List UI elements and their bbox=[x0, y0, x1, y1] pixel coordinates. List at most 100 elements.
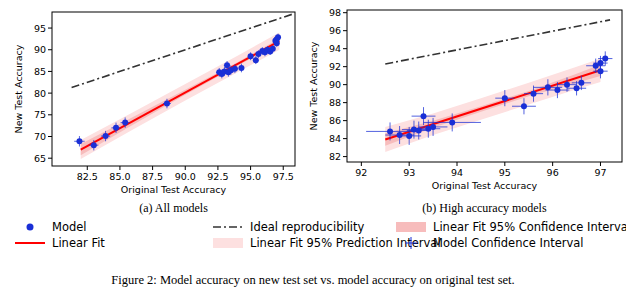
y-tick-label: 90 bbox=[34, 44, 46, 55]
legend-line bbox=[213, 226, 243, 228]
x-tick bbox=[217, 166, 218, 170]
y-axis-label: New Test Accuracy bbox=[13, 44, 24, 133]
point bbox=[238, 65, 244, 71]
x-tick bbox=[87, 166, 88, 170]
point bbox=[248, 53, 254, 59]
point bbox=[602, 56, 608, 62]
point bbox=[397, 132, 403, 138]
point bbox=[597, 68, 603, 74]
x-tick-label: 90.0 bbox=[175, 171, 196, 182]
legend-patch bbox=[396, 222, 426, 232]
x-tick bbox=[185, 166, 186, 170]
legend-label: Linear Fit 95% Confidence Interval bbox=[433, 220, 626, 234]
plot-area bbox=[72, 14, 293, 159]
point bbox=[232, 66, 238, 72]
x-tick bbox=[409, 162, 410, 166]
point bbox=[253, 57, 259, 63]
y-axis-label: New Test Accuracy bbox=[308, 41, 319, 130]
legend-marker bbox=[27, 224, 34, 231]
y-tick-label: 65 bbox=[34, 153, 46, 164]
y-tick-label: 75 bbox=[34, 109, 46, 120]
point bbox=[449, 119, 455, 125]
interval-band bbox=[385, 64, 600, 145]
point bbox=[224, 62, 230, 68]
y-tick bbox=[48, 71, 52, 72]
y-tick-label: 88 bbox=[329, 97, 341, 108]
point bbox=[545, 84, 551, 90]
y-tick bbox=[343, 156, 347, 157]
y-tick-label: 84 bbox=[329, 133, 341, 144]
point bbox=[122, 120, 128, 126]
point bbox=[91, 142, 97, 148]
legend-plus bbox=[411, 237, 412, 249]
point bbox=[421, 113, 427, 119]
y-tick bbox=[48, 136, 52, 137]
point bbox=[164, 101, 170, 107]
y-tick-label: 96 bbox=[329, 25, 341, 36]
y-tick bbox=[48, 93, 52, 94]
legend-label: Linear Fit bbox=[52, 236, 105, 250]
x-tick-label: 95 bbox=[499, 167, 511, 178]
y-tick-label: 70 bbox=[34, 131, 46, 142]
x-tick-label: 87.5 bbox=[142, 171, 163, 182]
y-tick bbox=[343, 48, 347, 49]
legend-patch bbox=[213, 238, 243, 248]
line bbox=[81, 41, 280, 149]
y-tick bbox=[48, 28, 52, 29]
figure: 82.585.087.590.092.595.097.5657075808590… bbox=[0, 0, 626, 295]
x-tick bbox=[361, 162, 362, 166]
interval-band bbox=[385, 59, 600, 153]
point bbox=[270, 46, 276, 52]
y-tick bbox=[48, 158, 52, 159]
y-tick-label: 85 bbox=[34, 66, 46, 77]
x-axis-label: Original Test Accuracy bbox=[432, 180, 538, 191]
line bbox=[385, 70, 600, 139]
x-tick-label: 97 bbox=[594, 167, 606, 178]
x-tick bbox=[457, 162, 458, 166]
y-tick bbox=[48, 114, 52, 115]
point bbox=[597, 60, 603, 66]
point bbox=[274, 40, 280, 46]
legend-line bbox=[15, 242, 45, 244]
x-tick-label: 94 bbox=[451, 167, 463, 178]
y-tick bbox=[48, 49, 52, 50]
caption: Figure 2: Model accuracy on new test set… bbox=[111, 273, 514, 287]
y-tick-label: 82 bbox=[329, 151, 341, 162]
legend-label: Model bbox=[52, 220, 87, 234]
x-tick bbox=[552, 162, 553, 166]
subcaption: (b) High accuracy models bbox=[422, 201, 547, 215]
point bbox=[502, 95, 508, 101]
point bbox=[387, 128, 393, 134]
y-tick-label: 94 bbox=[329, 43, 341, 54]
legend: ModelLinear FitIdeal reproducibilityLine… bbox=[15, 220, 626, 250]
y-tick bbox=[343, 120, 347, 121]
x-tick-label: 97.5 bbox=[273, 171, 294, 182]
y-tick-label: 98 bbox=[329, 7, 341, 18]
x-tick bbox=[283, 166, 284, 170]
x-axis-label: Original Test Accuracy bbox=[121, 184, 227, 195]
x-tick-label: 82.5 bbox=[77, 171, 98, 182]
y-tick-label: 86 bbox=[329, 115, 341, 126]
y-tick-label: 80 bbox=[34, 88, 46, 99]
point bbox=[416, 128, 422, 134]
frame bbox=[52, 12, 295, 166]
x-tick bbox=[600, 162, 601, 166]
y-tick bbox=[343, 30, 347, 31]
point bbox=[578, 80, 584, 86]
point bbox=[113, 125, 119, 131]
line bbox=[385, 20, 610, 64]
subcaption: (a) All models bbox=[139, 201, 208, 215]
line bbox=[72, 14, 293, 87]
point bbox=[76, 138, 82, 144]
frame bbox=[347, 10, 622, 162]
legend-label: Model Confidence Interval bbox=[433, 236, 584, 250]
y-tick-label: 92 bbox=[329, 61, 341, 72]
point bbox=[564, 82, 570, 88]
y-tick bbox=[343, 102, 347, 103]
y-tick bbox=[343, 84, 347, 85]
y-tick bbox=[343, 138, 347, 139]
x-tick bbox=[152, 166, 153, 170]
y-tick-label: 90 bbox=[329, 79, 341, 90]
x-tick-label: 96 bbox=[547, 167, 559, 178]
x-tick-label: 95.0 bbox=[240, 171, 261, 182]
